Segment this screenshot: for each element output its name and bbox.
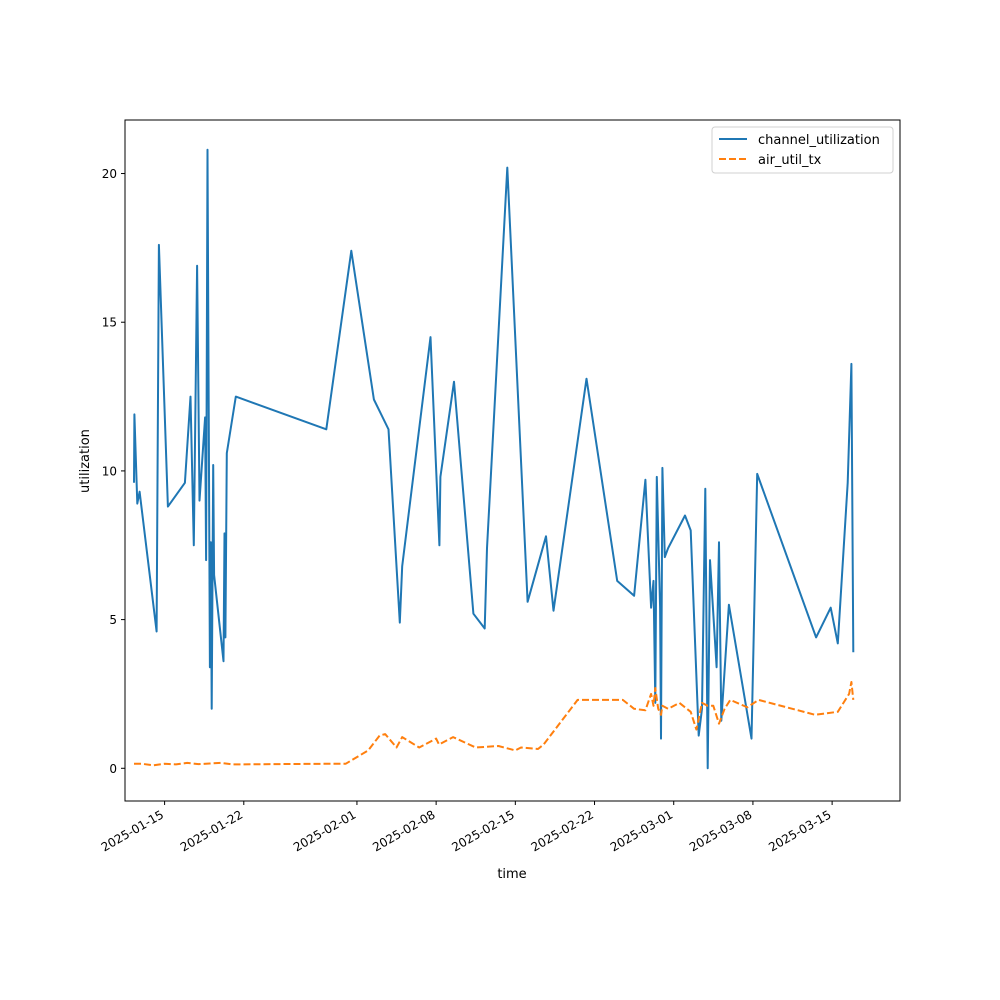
legend: channel_utilization air_util_tx (711, 126, 894, 174)
plot-frame (124, 119, 901, 802)
legend-box (711, 126, 894, 174)
legend-label-channel-utilization: channel_utilization (758, 133, 880, 148)
y-tick-label: 10 (102, 464, 117, 478)
series-line-channel-utilization (133, 148, 855, 770)
y-axis-label: utilization (78, 429, 93, 493)
y-tick-label: 0 (109, 762, 117, 776)
series-layer (133, 148, 855, 770)
y-axis: 0 5 10 15 20 (102, 167, 125, 776)
y-tick-label: 15 (102, 316, 117, 330)
series-line-air-util-tx (134, 681, 855, 767)
legend-label-air-util-tx: air_util_tx (758, 153, 822, 168)
y-tick-label: 20 (102, 167, 117, 181)
y-tick-label: 5 (109, 613, 117, 627)
x-axis-label: time (497, 867, 526, 882)
